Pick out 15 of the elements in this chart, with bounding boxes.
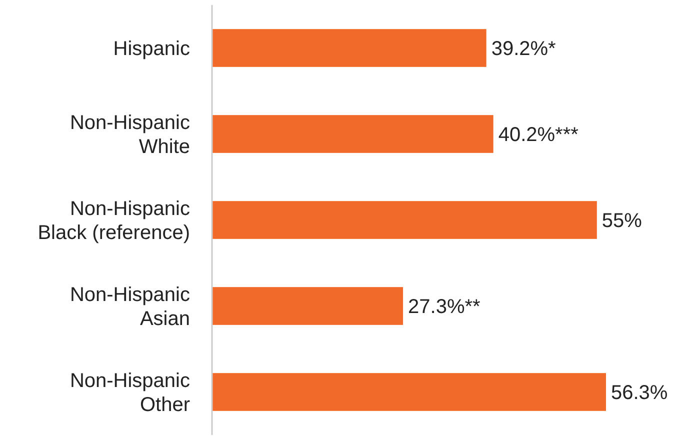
y-tick-label: Non-Hispanic Other <box>70 370 190 416</box>
y-tick-label: Hispanic <box>113 38 190 60</box>
data-label: 40.2%*** <box>498 124 579 146</box>
data-label: 27.3%** <box>408 296 481 318</box>
data-label: 55% <box>602 210 642 232</box>
bar <box>212 201 597 239</box>
y-tick-label: Non-Hispanic Asian <box>70 284 190 330</box>
y-tick-label: Non-Hispanic White <box>70 112 190 158</box>
data-label: 56.3% <box>611 382 668 404</box>
y-tick-label: Non-Hispanic Black (reference) <box>38 198 190 244</box>
data-label: 39.2%* <box>491 38 556 60</box>
bar <box>212 373 606 411</box>
bar <box>212 29 486 67</box>
bar <box>212 287 404 325</box>
bar <box>212 115 494 153</box>
